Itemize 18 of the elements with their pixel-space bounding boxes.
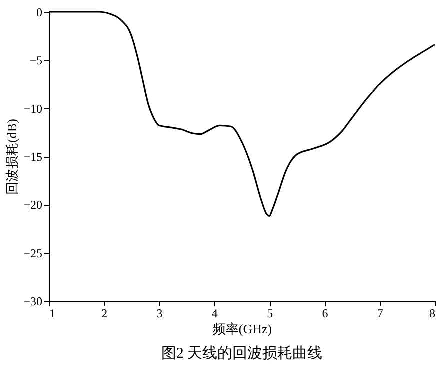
y-axis-title: 回波损耗(dB) xyxy=(4,119,20,195)
y-tick-label: −20 xyxy=(24,198,42,212)
x-tick-label: 7 xyxy=(377,306,384,320)
text: 图2 天线的回波损耗曲线 xyxy=(161,345,323,362)
y-tick-label: −25 xyxy=(24,246,42,260)
y-tick-label: −30 xyxy=(24,294,42,308)
x-tick-label: 1 xyxy=(50,306,56,320)
y-tick-label: −10 xyxy=(24,102,42,116)
x-axis-title: 频率(GHz) xyxy=(212,322,272,336)
x-tick-label: 6 xyxy=(322,306,328,320)
x-tick-label: 2 xyxy=(102,306,108,320)
y-tick-label: −5 xyxy=(30,54,42,68)
x-tick-label: 4 xyxy=(212,306,218,320)
y-tick-label: −15 xyxy=(24,150,42,164)
y-tick-label: 0 xyxy=(36,6,42,20)
x-tick-label: 8 xyxy=(430,306,436,320)
x-tick-label: 5 xyxy=(267,306,274,320)
x-tick-label: 3 xyxy=(156,306,163,320)
